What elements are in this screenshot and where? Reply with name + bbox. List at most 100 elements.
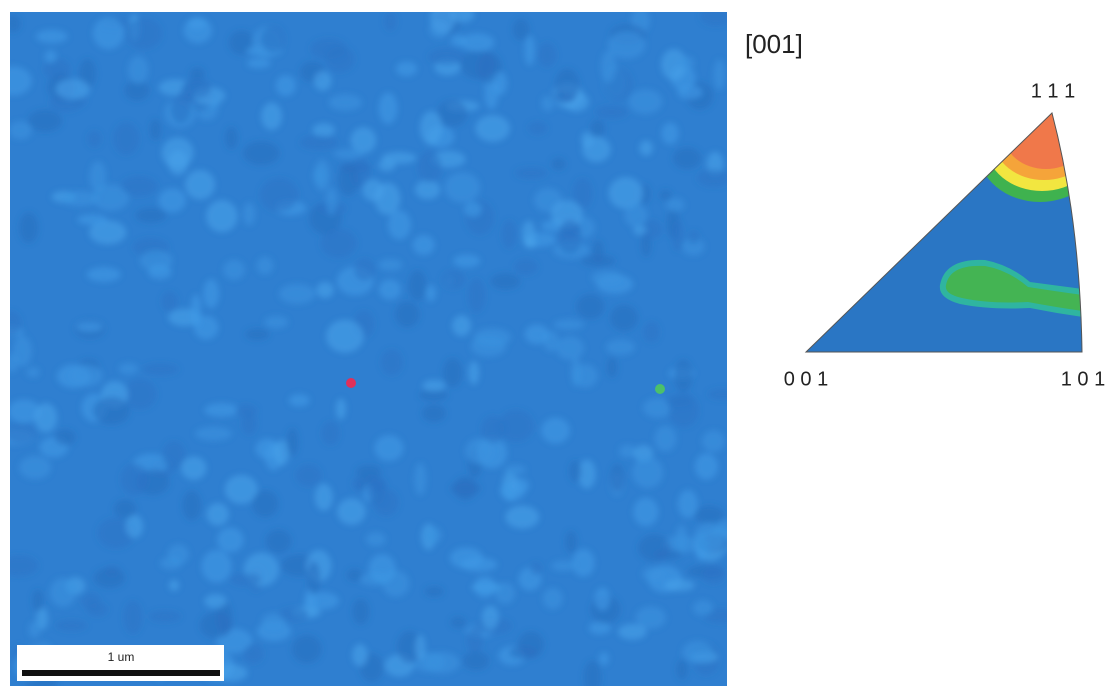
- grain: [702, 565, 725, 584]
- grain: [463, 651, 489, 670]
- grain: [595, 106, 628, 119]
- grain: [300, 135, 338, 149]
- grain: [693, 522, 724, 552]
- grain: [183, 78, 212, 97]
- grain: [171, 93, 190, 123]
- grain: [379, 279, 401, 299]
- grain: [366, 532, 386, 546]
- grain: [450, 547, 483, 568]
- grain: [322, 422, 339, 445]
- grain: [693, 600, 713, 616]
- grain: [352, 477, 362, 490]
- grain: [465, 438, 494, 464]
- grain: [573, 364, 598, 387]
- grain: [149, 611, 181, 622]
- grain: [13, 336, 32, 367]
- grain: [551, 560, 575, 571]
- grain: [695, 453, 718, 479]
- grain: [181, 456, 206, 480]
- grain: [642, 567, 664, 582]
- grain: [450, 7, 474, 23]
- grain: [326, 320, 364, 353]
- grain: [56, 79, 90, 100]
- grain: [473, 328, 511, 347]
- grain: [555, 69, 579, 103]
- grain: [444, 172, 480, 203]
- grain: [125, 515, 143, 538]
- grain: [426, 285, 437, 302]
- grain: [576, 294, 604, 319]
- grain: [337, 498, 366, 525]
- grain: [242, 413, 257, 435]
- grain: [628, 89, 662, 114]
- grain: [464, 202, 481, 217]
- grain: [307, 562, 320, 594]
- grain: [553, 319, 584, 330]
- grain: [599, 652, 609, 665]
- grain: [121, 464, 149, 495]
- grain: [591, 270, 623, 284]
- grain: [312, 123, 334, 137]
- grain: [36, 30, 68, 44]
- grain: [148, 265, 172, 280]
- corner-label-111: 1 1 1: [1031, 80, 1075, 102]
- grain: [624, 204, 647, 227]
- grain: [200, 612, 233, 638]
- grain: [543, 588, 563, 609]
- grain: [474, 576, 495, 598]
- grain: [460, 50, 496, 79]
- grain: [260, 178, 298, 211]
- grain: [422, 404, 446, 422]
- grain: [160, 557, 182, 570]
- grain: [266, 530, 292, 554]
- grain: [697, 170, 730, 187]
- grain: [93, 397, 130, 425]
- grain: [418, 151, 442, 183]
- grain: [413, 235, 435, 255]
- grain: [279, 284, 315, 304]
- grain: [264, 316, 288, 329]
- grain: [124, 601, 142, 634]
- grain: [225, 127, 237, 149]
- grain: [256, 257, 273, 275]
- grain: [493, 72, 507, 96]
- grain: [452, 315, 471, 336]
- inverse-pole-figure: [001] 1 1 1 0 0 1 1 0 1: [745, 29, 1105, 390]
- grain: [514, 259, 537, 274]
- corner-label-001: 0 0 1: [784, 368, 828, 390]
- grain: [243, 141, 279, 165]
- grain: [6, 15, 21, 32]
- grain: [195, 426, 232, 440]
- grain: [500, 481, 525, 501]
- grain: [119, 363, 139, 375]
- grain: [396, 61, 417, 76]
- grain: [591, 120, 605, 138]
- grain: [26, 367, 39, 377]
- grain: [201, 550, 231, 583]
- grain: [206, 200, 238, 232]
- grain: [223, 260, 245, 280]
- grain: [632, 457, 663, 488]
- grain: [530, 562, 541, 575]
- grain: [451, 617, 466, 628]
- grain: [325, 46, 354, 72]
- grain: [581, 255, 615, 267]
- grain: [608, 31, 646, 59]
- grain: [664, 579, 694, 591]
- grain: [28, 110, 62, 132]
- grain-green: [655, 384, 665, 394]
- grain: [673, 147, 701, 169]
- grain: [28, 621, 40, 638]
- grain: [524, 238, 537, 248]
- grain: [185, 170, 215, 200]
- grain: [19, 213, 38, 243]
- grain: [76, 322, 103, 333]
- grain: [321, 229, 356, 258]
- grain: [513, 19, 529, 41]
- grain: [296, 464, 321, 486]
- grain: [572, 549, 595, 577]
- grain: [677, 660, 688, 680]
- grain: [19, 456, 51, 480]
- grain: [4, 423, 36, 443]
- grain: [468, 361, 479, 385]
